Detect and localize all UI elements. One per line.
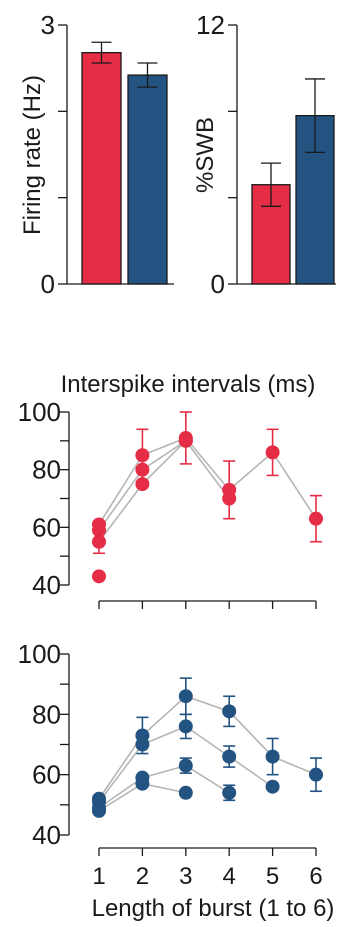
data-point [265,779,280,794]
data-point [222,704,237,719]
x-tick-label: 5 [266,863,279,890]
data-point [222,749,237,764]
x-tick-label: 4 [223,863,236,890]
interspike-intervals-title: Interspike intervals (ms) [61,371,316,398]
data-point [178,758,193,773]
y-tick-label: 0 [211,269,225,299]
x-tick-label: 2 [136,863,149,890]
y-tick-label: 12 [196,10,225,40]
data-point [222,785,237,800]
y-tick-label: 40 [32,570,61,600]
data-point [135,462,150,477]
y-axis-label: %SWB [192,117,219,193]
data-point [92,534,106,549]
interspike-red-scatter: 40 60 80 100 [18,397,323,609]
data-point [265,749,280,764]
data-point [135,737,150,752]
data-point [178,719,193,734]
y-tick-label: 40 [32,820,61,850]
series-line [98,764,230,809]
burst-length-xlabel: Length of burst (1 to 6) [92,895,335,922]
firing-rate-bar-chart: 0 3 Firing rate (Hz) [19,10,174,299]
data-point [265,445,280,460]
bar [127,74,168,285]
series-line [98,436,317,525]
y-tick-label: 80 [32,455,61,485]
data-point [309,511,323,526]
y-tick-label: 100 [18,639,61,669]
data-point [309,767,323,782]
y-tick-label: 3 [41,10,55,40]
data-point [92,523,106,538]
data-point [135,448,150,463]
data-point [178,433,193,448]
y-tick-label: 100 [18,397,61,427]
data-point [92,803,106,818]
x-tick-label: 3 [179,863,192,890]
data-point [222,491,237,506]
x-tick-label: 1 [92,863,105,890]
y-tick-label: 60 [32,760,61,790]
series-line [98,695,317,800]
y-tick-label: 0 [41,269,55,299]
data-point [178,785,193,800]
interspike-blue-scatter: 40 60 80 100 1 2 3 4 5 6 [18,639,323,890]
data-point [92,569,106,584]
data-point [135,477,150,492]
swb-bar-chart: 0 12 %SWB [192,10,336,299]
y-tick-label: 60 [32,512,61,542]
series-line [98,439,230,531]
bar [81,51,122,285]
y-tick-label: 80 [32,699,61,729]
x-tick-label: 6 [309,863,322,890]
data-point [178,689,193,704]
data-point [135,776,150,791]
y-axis-label: Firing rate (Hz) [19,75,46,235]
